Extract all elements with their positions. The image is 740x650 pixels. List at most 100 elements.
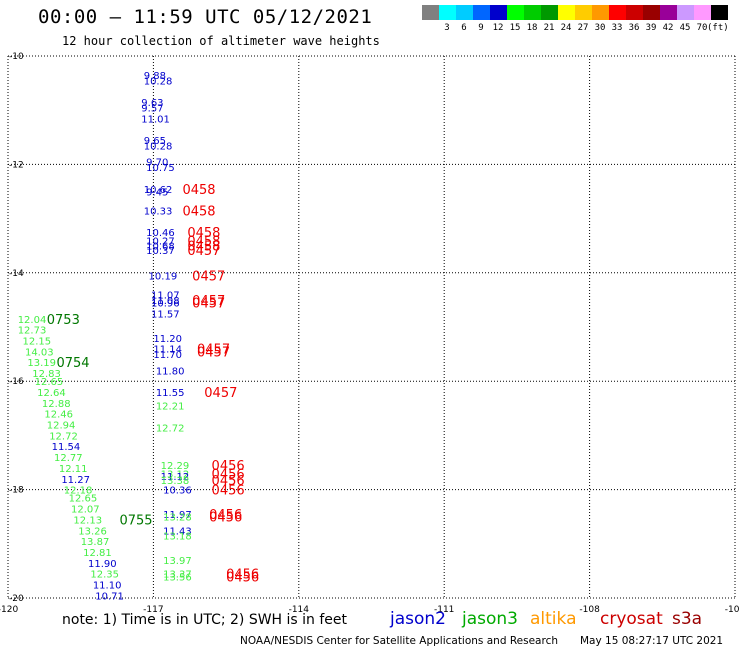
x-tick-label: -111: [434, 605, 454, 615]
pass-time-label: 0457: [197, 343, 230, 358]
colorbar-label: 42: [662, 23, 674, 33]
pass-time-label: 0456: [209, 508, 242, 523]
wave-height-label: 12.46: [44, 410, 73, 421]
wave-height-label: 11.07: [151, 290, 180, 301]
wave-height-label: 11.20: [153, 334, 182, 345]
wave-height-label: 13.38: [161, 476, 190, 487]
colorbar-swatch: [677, 5, 694, 20]
pass-time-label: 0457: [192, 297, 225, 312]
wave-height-label: 11.57: [151, 309, 180, 320]
pass-time-label: 0457: [204, 386, 237, 401]
wave-height-label: 12.13: [73, 515, 102, 526]
wave-height-label: 10.37: [146, 246, 175, 257]
data-marks: 9.8810.289.639.5711.019.6510.289.7010.75…: [18, 71, 260, 602]
wave-height-label: 12.77: [54, 453, 83, 464]
satellite-jason3: jason3: [462, 609, 518, 629]
colorbar-swatch: [524, 5, 541, 20]
colorbar-label: 24: [560, 23, 572, 33]
pass-time-label: 0456: [212, 459, 245, 474]
wave-height-label: 12.64: [37, 388, 66, 399]
colorbar-label: 45: [679, 23, 691, 33]
wave-height-label: 10.28: [144, 141, 173, 152]
colorbar-label: 6: [461, 23, 467, 33]
wave-height-label: 11.14: [153, 345, 182, 356]
colorbar-swatch: [643, 5, 660, 20]
wave-height-label: 10.68: [146, 242, 175, 253]
pass-time-label: 0755: [119, 513, 152, 528]
wave-height-label: 12.07: [71, 505, 100, 516]
wave-height-label: 9.63: [141, 98, 163, 109]
pass-time-label: 0457: [197, 345, 230, 360]
satellite-s3a: s3a: [672, 609, 703, 629]
wave-height-label: 12.18: [64, 486, 93, 497]
wave-height-label: 10.28: [144, 76, 173, 87]
wave-height-label: 12.83: [32, 369, 61, 380]
y-tick-label: -14: [9, 269, 24, 279]
wave-height-label: 11.27: [61, 475, 90, 486]
wave-height-label: 12.72: [49, 431, 78, 442]
footer-note: note: 1) Time is in UTC; 2) SWH is in fe…: [62, 612, 348, 628]
colorbar-label: 15: [509, 23, 521, 33]
wave-height-label: 10.71: [95, 591, 124, 602]
chart-title: 00:00 – 11:59 UTC 05/12/2021: [38, 6, 373, 28]
wave-height-label: 12.72: [156, 423, 185, 434]
wave-height-label: 11.54: [52, 442, 81, 453]
pass-time-label: 0456: [226, 568, 259, 583]
chart-subtitle: 12 hour collection of altimeter wave hei…: [62, 34, 380, 48]
wave-height-label: 9.45: [146, 188, 168, 199]
colorbar-swatch: [609, 5, 626, 20]
wave-height-label: 9.57: [141, 103, 163, 114]
wave-height-label: 13.97: [163, 556, 192, 567]
wave-height-label: 12.15: [23, 337, 52, 348]
x-tick-label: -108: [579, 605, 600, 615]
pass-time-label: 0458: [182, 183, 215, 198]
pass-time-label: 0754: [56, 356, 89, 371]
wave-height-label: 10.62: [144, 185, 173, 196]
wave-height-label: 13.56: [163, 572, 192, 583]
wave-height-label: 9.65: [144, 136, 166, 147]
wave-height-label: 12.29: [161, 461, 190, 472]
pass-time-label: 0458: [182, 204, 215, 219]
pass-time-label: 0458: [187, 240, 220, 255]
colorbar-swatch: [473, 5, 490, 20]
colorbar-swatch: [507, 5, 524, 20]
wave-height-label: 11.70: [153, 350, 182, 361]
wave-height-label: 14.03: [25, 347, 54, 358]
colorbar-label: 70: [696, 23, 708, 33]
colorbar-swatch: [439, 5, 456, 20]
footer-credit: NOAA/NESDIS Center for Satellite Applica…: [240, 635, 558, 647]
x-tick-label: -117: [143, 605, 163, 615]
wave-height-label: 12.81: [83, 548, 112, 559]
wave-height-label: 11.10: [93, 580, 122, 591]
colorbar-unit: (ft): [707, 23, 729, 33]
wave-height-label: 11.90: [88, 559, 117, 570]
satellite-altika: altika: [530, 609, 577, 629]
wave-height-label: 11.01: [141, 114, 170, 125]
pass-time-label: 0457: [192, 294, 225, 309]
pass-time-label: 0753: [47, 313, 80, 328]
colorbar-label: 12: [492, 23, 504, 33]
pass-time-label: 0456: [209, 511, 242, 526]
colorbar-label: 18: [526, 23, 538, 33]
wave-height-label: 12.65: [69, 494, 98, 505]
colorbar-swatch: [541, 5, 558, 20]
y-tick-label: -18: [9, 486, 24, 496]
colorbar-swatch: [592, 5, 609, 20]
colorbar-swatch: [558, 5, 575, 20]
wave-height-label: 10.96: [151, 299, 180, 310]
colorbar-swatch: [711, 5, 728, 20]
wave-height-label: 13.28: [163, 513, 192, 524]
satellite-cryosat: cryosat: [600, 609, 663, 629]
wave-height-label: 13.87: [81, 537, 110, 548]
wave-height-label: 12.04: [18, 315, 47, 326]
colorbar-swatch: [422, 5, 439, 20]
wave-height-label: 9.88: [144, 71, 166, 82]
wave-height-label: 12.88: [42, 399, 71, 410]
colorbar-label: 36: [628, 23, 640, 33]
x-tick-label: -120: [0, 605, 18, 615]
axis-ticks: -120 -117 -114 -111 -108 -105 -10 -12 -14 -16 -18 -…: [0, 52, 740, 615]
wave-height-label: 12.65: [35, 377, 64, 388]
wave-height-label: 13.12: [161, 469, 190, 480]
wave-height-label: 11.55: [156, 388, 185, 399]
pass-time-label: 0456: [212, 474, 245, 489]
